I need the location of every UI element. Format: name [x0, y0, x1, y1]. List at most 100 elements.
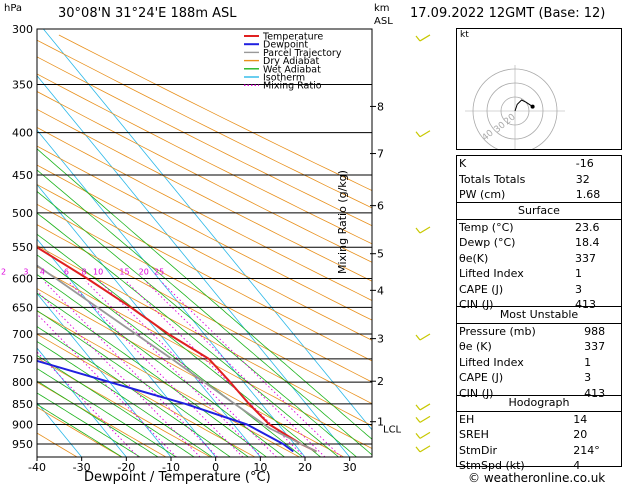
hodograph-panel: kt 40 30 20 [456, 28, 622, 150]
profile-line-dewpoint [37, 359, 294, 453]
legend-label: Dry Adiabat [263, 56, 320, 67]
isotherm-line [37, 292, 172, 457]
dry-adiabat-line [37, 224, 372, 405]
dry-adiabat-line [37, 56, 372, 227]
profile-line-temperature [37, 246, 317, 453]
wet-adiabat-line [37, 233, 321, 457]
dry-adiabat-line [37, 73, 372, 245]
wet-adiabat-line [37, 148, 372, 440]
wind-barb-flag [415, 227, 421, 234]
mixing-ratio-tick-label: 10 [93, 268, 103, 277]
isotherm-line [37, 347, 127, 457]
table-row: CAPE (J) 3 [456, 370, 622, 386]
dry-adiabat-line [37, 145, 372, 321]
pressure-tick-label: 900 [12, 419, 33, 432]
index-value-tt: 32 [575, 172, 590, 186]
x-tick-label: 30 [343, 461, 357, 474]
pressure-tick-label: 800 [12, 376, 33, 389]
wind-barb-flag [415, 404, 421, 411]
hodograph-index-title: Hodograph [456, 395, 622, 412]
isotherm-line [37, 75, 350, 457]
surface-title: Surface [456, 203, 622, 220]
wet-adiabat-line [37, 274, 285, 457]
pressure-tick-label: 850 [12, 398, 33, 411]
table-row: CAPE (J) 3 [456, 282, 622, 298]
pressure-unit-label: hPa [4, 3, 23, 14]
index-label-tt: Totals Totals [459, 172, 526, 186]
wet-adiabat-line [37, 190, 357, 457]
surface-value: 1 [574, 267, 582, 280]
table-row: SREH 20 [456, 427, 622, 443]
wet-adiabat-line [37, 341, 213, 457]
most-unstable-title: Most Unstable [456, 307, 622, 324]
wet-adiabat-line [37, 403, 123, 457]
pressure-tick-label: 300 [12, 23, 33, 36]
wind-barb-flag [415, 417, 421, 423]
legend-label: Mixing Ratio [263, 81, 322, 92]
mixing-ratio-tick-label: 25 [154, 268, 164, 277]
wind-barb [419, 403, 431, 411]
wind-barb [419, 130, 431, 138]
km-tick-label: 8 [377, 100, 384, 113]
table-row: Pressure (mb) 988 [456, 323, 622, 339]
wet-adiabat-line [37, 354, 195, 457]
unstable-value: 337 [584, 340, 606, 353]
x-tick-label: -10 [162, 461, 180, 474]
unstable-label: Lifted Index [459, 355, 524, 369]
x-tick-label: -40 [28, 461, 46, 474]
table-row: Lifted Index 1 [456, 355, 622, 371]
isotherm-line [37, 238, 216, 457]
dry-adiabat-line [37, 310, 300, 457]
hodograph-point [530, 104, 535, 109]
hodo-label: SREH [459, 428, 489, 441]
mixing-ratio-line [37, 313, 177, 457]
pressure-tick-label: 450 [12, 169, 33, 182]
legend-label: Temperature [262, 32, 323, 43]
pressure-tick-label: 700 [12, 328, 33, 341]
pressure-tick-label: 950 [12, 438, 33, 451]
wind-barb [419, 333, 431, 341]
isotherm-line [37, 184, 261, 457]
table-row: θe (K) 337 [456, 339, 622, 355]
wind-barb-flag [415, 131, 421, 138]
wind-barb-flag [415, 35, 421, 42]
wind-barb [419, 34, 431, 42]
lcl-label: LCL [383, 424, 402, 435]
pressure-tick-label: 500 [12, 207, 33, 220]
wet-adiabat-line [37, 212, 339, 457]
legend-label: Dewpoint [263, 40, 308, 51]
surface-label: CAPE (J) [459, 282, 504, 296]
index-label-k: K [459, 157, 467, 170]
table-row: Temp (°C) 23.6 [456, 219, 622, 235]
wet-adiabat-line [37, 169, 372, 456]
date-title: 17.09.2022 12GMT (Base: 12) [410, 6, 606, 21]
surface-value: 18.4 [574, 236, 600, 249]
mixing-ratio-line [37, 290, 201, 457]
asl-unit-label: ASL [374, 16, 393, 27]
surface-label: θe(K) [459, 251, 489, 265]
hodograph-index-table: Hodograph EH 14 SREH 20 StmDir 214° StmSpd … [456, 395, 622, 474]
mixing-ratio-line [37, 351, 139, 457]
hodo-value: 14 [573, 412, 588, 426]
km-tick-label: 7 [377, 148, 384, 161]
unstable-label: θe (K) [459, 340, 492, 353]
hodo-label: EH [459, 412, 475, 426]
index-label-pw: PW (cm) [459, 188, 506, 201]
mixing-ratio-tick-label: 3 [23, 268, 28, 277]
table-row: StmSpd (kt) 4 [456, 458, 622, 474]
dry-adiabat-line [37, 127, 372, 301]
wind-barb-flag [415, 334, 421, 341]
index-value-k: -16 [575, 157, 594, 170]
index-table-top: K -16 Totals Totals 32 PW (cm) 1.68 [456, 156, 622, 203]
hodo-label: StmSpd (kt) [459, 459, 525, 472]
wet-adiabat-line [37, 380, 159, 457]
mixing-ratio-tick-label: 2 [1, 268, 6, 277]
wet-adiabat-line [37, 392, 141, 457]
isotherm-line [37, 129, 306, 457]
wet-adiabat-line [37, 310, 249, 457]
legend-label: Isotherm [263, 73, 305, 84]
x-tick-label: -20 [117, 461, 135, 474]
x-tick-label: 20 [298, 461, 312, 474]
dry-adiabat-line [37, 184, 372, 362]
pressure-tick-label: 750 [12, 353, 33, 366]
